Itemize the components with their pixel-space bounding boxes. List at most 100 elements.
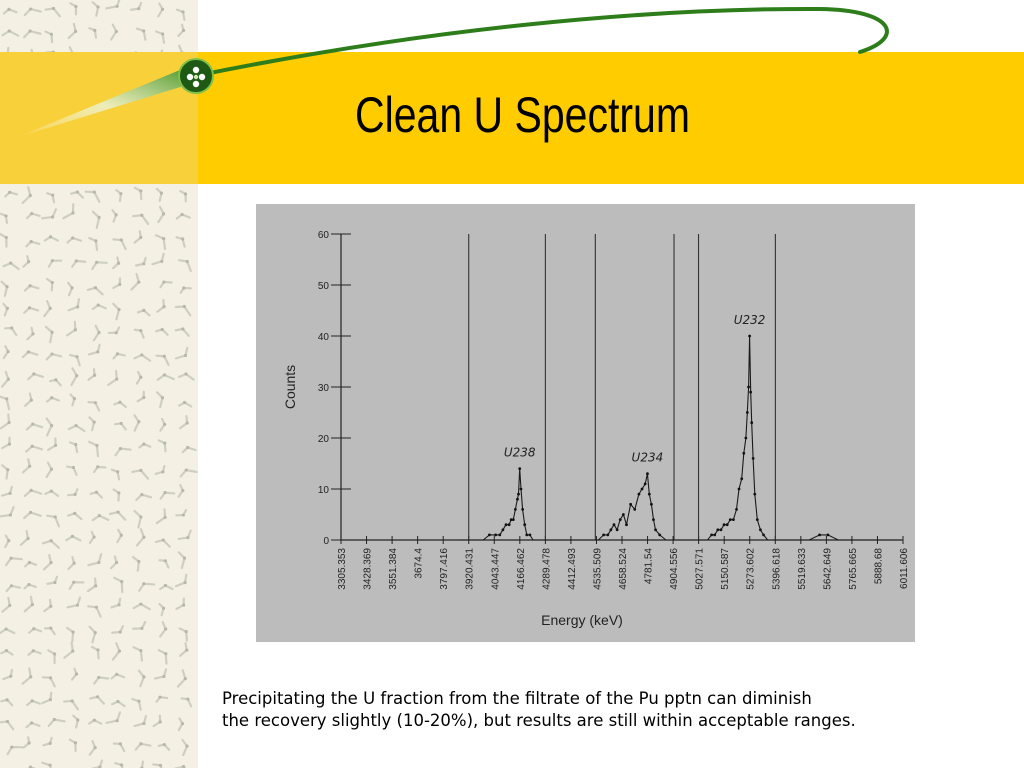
y-tick-label: 30 <box>318 383 330 394</box>
data-point <box>728 518 732 521</box>
x-tick-label: 4166.462 <box>516 548 527 590</box>
data-point <box>643 482 647 486</box>
data-point <box>722 523 726 527</box>
data-point <box>629 502 633 506</box>
y-tick-label: 0 <box>323 536 329 547</box>
data-point <box>710 533 714 537</box>
data-point <box>732 518 735 521</box>
data-point <box>501 528 505 532</box>
data-point <box>647 492 651 496</box>
x-tick-label: 4904.556 <box>669 548 680 590</box>
x-tick-label: 6011.606 <box>899 548 910 589</box>
data-point <box>716 528 720 532</box>
data-point <box>762 533 765 537</box>
data-point <box>633 508 637 511</box>
data-point <box>750 421 754 425</box>
data-point <box>516 497 519 501</box>
slide-title: Clean U Spectrum <box>355 87 690 143</box>
data-point <box>606 533 610 537</box>
data-point <box>521 508 525 511</box>
spectrum-chart: 0 10 20 30 40 50 60 3305.353 3428.369 3551.384 367… <box>256 204 915 642</box>
spectrum-line <box>460 335 901 541</box>
data-point <box>740 477 744 481</box>
x-tick-label: 5396.618 <box>771 548 782 590</box>
peak-annotation-u234: U234 <box>632 451 664 465</box>
data-point <box>609 528 613 532</box>
x-tick-label: 5642.649 <box>822 548 833 590</box>
y-tick-label: 20 <box>318 434 330 445</box>
data-point <box>618 518 622 521</box>
x-tick-label: 3920.431 <box>465 548 476 590</box>
x-tick-label: 3674.4 <box>414 548 425 579</box>
x-tick-label: 4781.54 <box>644 548 655 585</box>
data-point <box>602 533 606 537</box>
data-point <box>737 487 741 491</box>
data-point <box>517 492 520 496</box>
orbit-line-icon <box>193 6 889 78</box>
data-point <box>719 528 723 532</box>
y-tick-label: 60 <box>318 230 330 241</box>
x-axis-label: Energy (keV) <box>541 612 623 628</box>
data-point <box>735 508 738 511</box>
data-point <box>504 523 508 527</box>
peak-annotation-u232: U232 <box>734 313 766 327</box>
x-tick-label: 5888.68 <box>873 548 884 585</box>
x-tick-label: 5273.602 <box>746 548 757 590</box>
data-point <box>725 523 729 527</box>
data-point <box>525 533 529 537</box>
x-tick-label: 5765.665 <box>848 548 859 590</box>
data-point <box>818 533 821 537</box>
data-point <box>658 533 662 537</box>
x-tick-label: 4412.493 <box>567 548 578 590</box>
data-point <box>652 518 655 521</box>
data-point <box>744 436 748 440</box>
data-point <box>654 528 657 532</box>
x-tick-label: 4658.524 <box>618 548 629 590</box>
data-point <box>625 523 628 527</box>
orbit-decoration <box>15 6 889 138</box>
y-tick-label: 10 <box>318 485 330 496</box>
caption-line-1: Precipitating the U fraction from the fi… <box>222 689 812 708</box>
data-point <box>640 487 644 491</box>
data-point <box>748 334 752 338</box>
x-tick-label: 5027.571 <box>695 548 706 590</box>
y-tick-label: 40 <box>318 332 330 343</box>
data-point <box>612 523 616 527</box>
x-tick-label: 3797.416 <box>439 548 450 590</box>
data-point <box>749 390 753 394</box>
data-point <box>494 533 498 537</box>
spectrum-chart-svg: 0 10 20 30 40 50 60 3305.353 3428.369 3551.384 367… <box>282 230 910 628</box>
data-point <box>509 518 513 521</box>
data-point <box>498 533 502 537</box>
x-tick-label: 4289.478 <box>541 548 552 590</box>
data-point <box>759 528 762 532</box>
x-tick-label: 3551.384 <box>388 548 399 590</box>
x-tick-label: 4043.447 <box>490 548 501 590</box>
data-point <box>615 528 619 532</box>
comet-tail-icon <box>15 70 190 138</box>
data-point <box>649 502 653 506</box>
data-point <box>621 513 625 516</box>
x-tick-label: 5150.587 <box>720 548 731 590</box>
data-point <box>826 533 830 537</box>
data-point <box>513 508 517 511</box>
data-point <box>528 533 532 537</box>
data-point <box>518 467 522 470</box>
y-tick-label: 50 <box>318 281 330 292</box>
data-point <box>713 533 717 537</box>
slide-caption: Precipitating the U fraction from the fi… <box>222 688 982 732</box>
atom-icon <box>178 58 214 94</box>
data-point <box>753 492 757 496</box>
data-point <box>507 523 511 527</box>
peak-annotation-u238: U238 <box>504 446 536 460</box>
y-axis-label: Counts <box>282 365 298 409</box>
data-point <box>488 533 491 537</box>
data-point <box>646 472 649 476</box>
x-tick-label: 3428.369 <box>363 548 374 590</box>
caption-line-2: the recovery slightly (10-20%), but resu… <box>222 711 856 730</box>
x-tick-label: 5519.633 <box>797 548 808 590</box>
data-point <box>745 411 749 414</box>
data-point <box>747 385 750 389</box>
x-tick-label: 3305.353 <box>337 548 348 590</box>
data-point <box>511 518 515 521</box>
